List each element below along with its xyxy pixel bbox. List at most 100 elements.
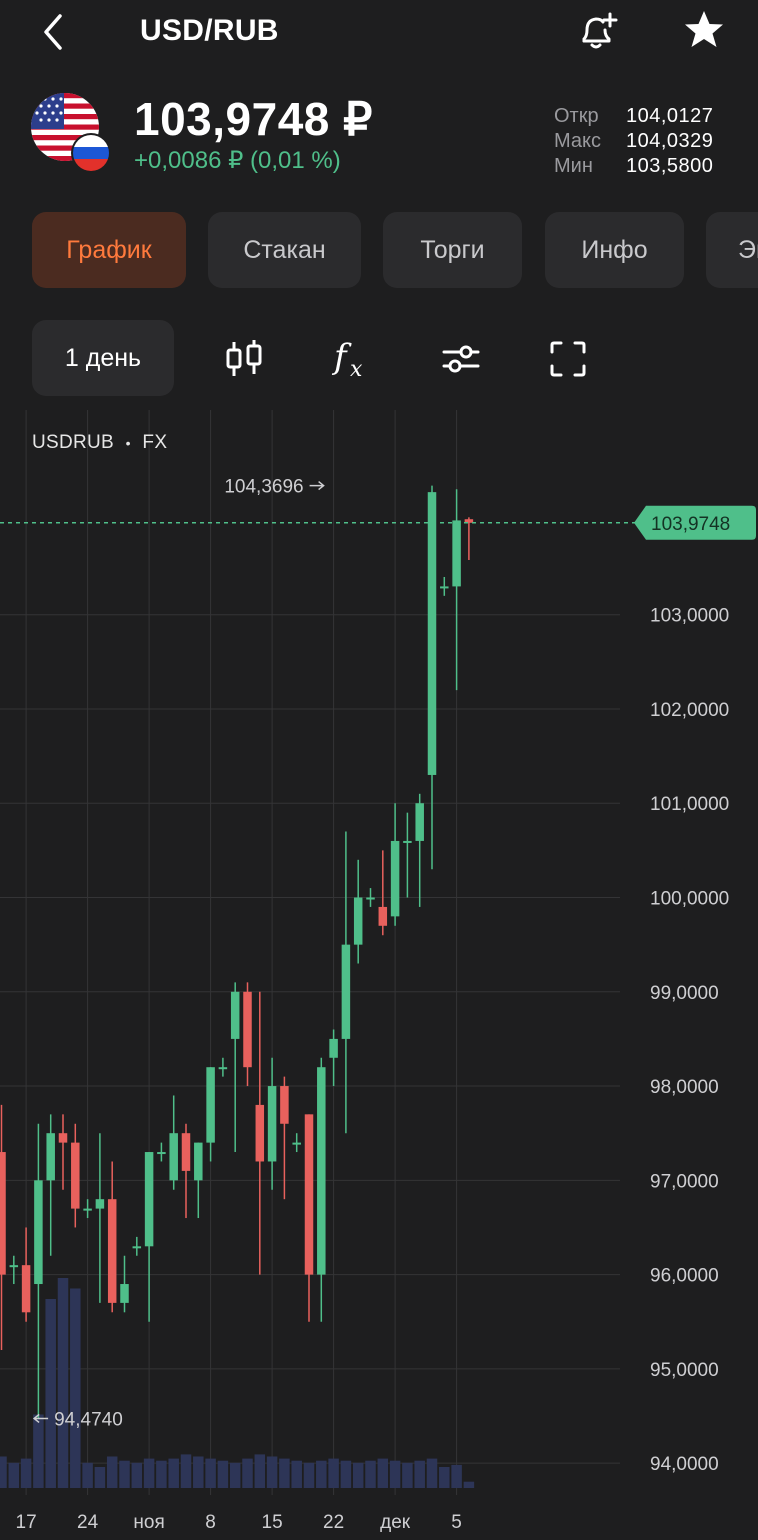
- indicators-fx-icon[interactable]: f x: [326, 334, 376, 384]
- y-tick-label: 94,0000: [650, 1454, 719, 1475]
- chart-ticker-label: USDRUB • FX: [32, 432, 167, 454]
- period-selector-button[interactable]: 1 день: [32, 320, 174, 396]
- current-price: 103,9748 ₽: [134, 93, 373, 145]
- candle-body-up: [440, 586, 449, 589]
- stat-label: Мин: [554, 155, 593, 177]
- usd-rub-flags-icon: [31, 93, 111, 173]
- candle-body-down: [0, 1152, 6, 1275]
- candle-body-down: [58, 1133, 68, 1143]
- candle-body-up: [194, 1142, 203, 1181]
- candle-body-down: [107, 1199, 117, 1303]
- candle-body-up: [403, 840, 412, 843]
- candle-body-up: [415, 803, 424, 841]
- settings-sliders-icon[interactable]: [436, 334, 486, 384]
- x-tick-label: 17: [16, 1512, 37, 1533]
- volume-bar: [94, 1467, 106, 1488]
- candle-body-up: [390, 840, 400, 917]
- volume-bar: [70, 1288, 81, 1488]
- x-tick-label: 5: [451, 1512, 462, 1533]
- volume-bar: [229, 1462, 241, 1488]
- stat-value: 104,0329: [626, 130, 714, 152]
- tab-order-book[interactable]: Стакан: [208, 212, 361, 288]
- x-tick-label: 8: [205, 1512, 216, 1533]
- volume-bar: [180, 1454, 192, 1488]
- candle-body-up: [353, 897, 363, 945]
- candle-body-down: [243, 991, 252, 1068]
- volume-bar: [352, 1462, 364, 1488]
- tab-info[interactable]: Инфо: [545, 212, 684, 288]
- max-price-label: 104,3696: [224, 477, 303, 498]
- candle-body-up: [169, 1133, 178, 1181]
- star-icon[interactable]: [682, 8, 726, 52]
- volume-bar: [266, 1456, 278, 1488]
- candle-body-down: [255, 1104, 265, 1162]
- volume-bar: [439, 1467, 450, 1488]
- volume-bar: [328, 1458, 339, 1488]
- tab-more[interactable]: Эг: [706, 212, 758, 288]
- candle-body-up: [46, 1133, 55, 1181]
- volume-bar: [193, 1456, 204, 1488]
- candle-body-up: [427, 492, 437, 775]
- x-tick-label: ноя: [133, 1512, 164, 1533]
- volume-bar: [205, 1458, 216, 1488]
- volume-bar: [291, 1460, 302, 1488]
- page-title: USD/RUB: [140, 14, 279, 47]
- candle-body-down: [378, 906, 388, 926]
- y-tick-label: 95,0000: [650, 1360, 719, 1381]
- volume-bar: [82, 1462, 93, 1488]
- volume-bar: [20, 1458, 32, 1488]
- volume-bar: [156, 1460, 167, 1488]
- candle-body-down: [304, 1114, 314, 1275]
- candle-body-up: [9, 1265, 19, 1268]
- volume-bar: [414, 1460, 425, 1488]
- candle-body-up: [341, 944, 351, 1039]
- volume-bar: [365, 1460, 376, 1488]
- min-price-label: 94,4740: [54, 1409, 123, 1430]
- tab-trades[interactable]: Торги: [383, 212, 522, 288]
- volume-bar: [0, 1456, 7, 1488]
- y-tick-label: 100,0000: [650, 889, 729, 910]
- ticker-separator-icon: •: [125, 435, 131, 451]
- volume-bar: [8, 1462, 20, 1488]
- candle-body-down: [71, 1142, 80, 1209]
- min-arrow-icon: [32, 1413, 49, 1424]
- y-tick-label: 97,0000: [650, 1171, 719, 1192]
- stat-value: 103,5800: [626, 155, 714, 177]
- candle-body-up: [34, 1180, 43, 1285]
- fullscreen-icon[interactable]: [543, 334, 593, 384]
- candle-body-up: [267, 1086, 277, 1162]
- price-chart[interactable]: 94,0000 95,0000 96,0000 97,0000 98,0000 99,00…: [0, 410, 758, 1540]
- volume-bar: [131, 1462, 143, 1488]
- volume-bar: [168, 1458, 179, 1488]
- candle-body-up: [452, 520, 461, 587]
- candle-body-up: [157, 1152, 166, 1155]
- volume-bar: [451, 1464, 462, 1488]
- daily-stats: Откр 104,0127 Макс 104,0329 Мин 103,5800: [554, 104, 713, 179]
- bell-plus-icon[interactable]: [574, 8, 620, 54]
- volume-bar: [316, 1460, 327, 1488]
- svg-text:f: f: [331, 337, 352, 377]
- current-price-badge: [634, 505, 756, 540]
- stat-low: Мин 103,5800: [554, 154, 713, 179]
- tab-chart[interactable]: График: [32, 212, 186, 288]
- volume-bar: [463, 1481, 475, 1488]
- volume-bar: [279, 1458, 290, 1488]
- back-chevron-icon[interactable]: [38, 12, 74, 52]
- x-tick-label: дек: [380, 1512, 411, 1533]
- candle-body-up: [206, 1067, 215, 1143]
- ticker-exchange: FX: [142, 432, 168, 453]
- svg-text:x: x: [350, 357, 363, 382]
- x-tick-label: 22: [323, 1512, 344, 1533]
- candlestick-icon[interactable]: [219, 334, 269, 384]
- stat-value: 104,0127: [626, 105, 714, 127]
- stat-high: Макс 104,0329: [554, 129, 713, 154]
- volume-bar: [242, 1458, 253, 1488]
- volume-bar: [426, 1458, 438, 1488]
- candle-body-down: [464, 519, 474, 523]
- volume-bar: [45, 1299, 56, 1488]
- candle-body-down: [280, 1086, 289, 1124]
- candle-body-up: [218, 1067, 228, 1070]
- volume-bar: [57, 1278, 69, 1488]
- y-tick-label: 102,0000: [650, 700, 729, 721]
- candle-body-up: [132, 1246, 142, 1249]
